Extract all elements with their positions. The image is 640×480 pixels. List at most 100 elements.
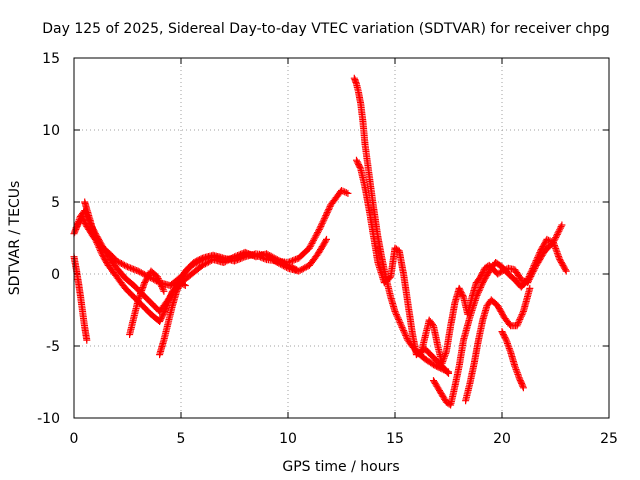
data-point <box>532 258 539 266</box>
data-point <box>315 227 322 235</box>
data-point <box>398 323 406 331</box>
data-point <box>518 311 526 319</box>
data-point <box>561 266 569 274</box>
data-point <box>392 311 400 319</box>
data-point <box>320 215 328 223</box>
data-point <box>526 284 534 292</box>
x-axis-label: GPS time / hours <box>282 459 399 475</box>
series-track-f <box>156 279 189 359</box>
data-point <box>477 283 485 291</box>
data-point <box>310 235 318 243</box>
data-point <box>516 315 524 323</box>
data-point <box>397 320 405 328</box>
data-point <box>394 314 402 322</box>
data-point <box>342 189 350 197</box>
data-point <box>266 252 274 259</box>
data-point <box>311 233 319 241</box>
y-axis-label: SDTVAR / TECUs <box>7 181 23 296</box>
data-point <box>275 256 283 264</box>
data-point <box>478 280 486 288</box>
data-point <box>512 366 520 373</box>
data-point <box>136 268 144 276</box>
data-point <box>519 384 527 392</box>
data-point <box>315 226 323 233</box>
data-point <box>517 314 524 322</box>
data-point <box>546 237 554 245</box>
data-point <box>154 273 161 281</box>
data-point <box>307 241 315 249</box>
data-point <box>200 261 208 268</box>
data-point <box>97 248 105 256</box>
series-track-e <box>126 267 168 338</box>
series-track-l <box>498 328 527 392</box>
data-point <box>515 317 523 325</box>
data-point <box>511 362 519 370</box>
data-point <box>224 256 232 264</box>
data-point <box>314 229 322 237</box>
data-point <box>220 259 228 266</box>
data-point <box>117 260 125 267</box>
data-point <box>301 264 309 272</box>
data-points <box>70 74 570 409</box>
data-point <box>139 270 147 278</box>
data-point <box>227 254 235 262</box>
data-point <box>323 210 330 218</box>
data-point <box>137 269 145 277</box>
data-point <box>92 237 100 245</box>
data-point <box>203 259 211 267</box>
data-point <box>545 236 552 244</box>
y-tick-label: 0 <box>51 267 60 283</box>
data-point <box>341 188 349 196</box>
data-point <box>553 232 560 240</box>
data-point <box>339 187 347 195</box>
data-point <box>562 267 570 275</box>
data-point <box>310 236 317 244</box>
data-point <box>402 331 410 339</box>
data-point <box>529 265 537 273</box>
data-point <box>269 253 277 261</box>
data-point <box>527 269 534 277</box>
x-tick-label: 10 <box>279 431 297 447</box>
data-point <box>393 312 401 320</box>
data-point <box>305 244 313 252</box>
x-tick-label: 25 <box>600 431 618 447</box>
data-point <box>320 216 328 224</box>
data-point <box>309 238 317 246</box>
data-point <box>477 282 485 290</box>
series-track-j <box>430 235 570 409</box>
data-point <box>535 250 543 258</box>
data-point <box>475 288 482 296</box>
tick-labels: 0 5 10 15 20 25 -10 -5 0 5 10 15 <box>37 51 618 447</box>
data-point <box>91 235 99 243</box>
data-point <box>396 319 404 327</box>
data-point <box>356 163 364 171</box>
data-point <box>95 243 103 251</box>
data-point <box>513 322 521 330</box>
data-point <box>429 320 436 328</box>
data-point <box>324 207 332 215</box>
y-tick-label: 10 <box>42 123 60 139</box>
data-point <box>155 276 163 284</box>
data-point <box>122 262 130 270</box>
data-point <box>159 284 166 292</box>
data-point <box>150 275 157 283</box>
data-point <box>276 257 284 265</box>
data-point <box>325 204 333 212</box>
data-point <box>237 250 245 258</box>
data-point <box>226 255 234 263</box>
data-point <box>442 349 450 357</box>
x-tick-label: 5 <box>177 431 186 447</box>
data-point <box>506 346 514 354</box>
data-point <box>323 209 331 217</box>
data-point <box>533 255 541 263</box>
grid-lines <box>74 58 609 418</box>
y-tick-label: 5 <box>51 195 60 211</box>
data-point <box>317 222 325 230</box>
data-point <box>206 257 214 265</box>
data-point <box>519 309 527 317</box>
data-point <box>308 239 316 247</box>
chart-title: Day 125 of 2025, Sidereal Day-to-day VTE… <box>42 21 610 37</box>
data-point <box>531 260 539 268</box>
data-point <box>400 328 408 336</box>
data-point <box>552 246 560 254</box>
